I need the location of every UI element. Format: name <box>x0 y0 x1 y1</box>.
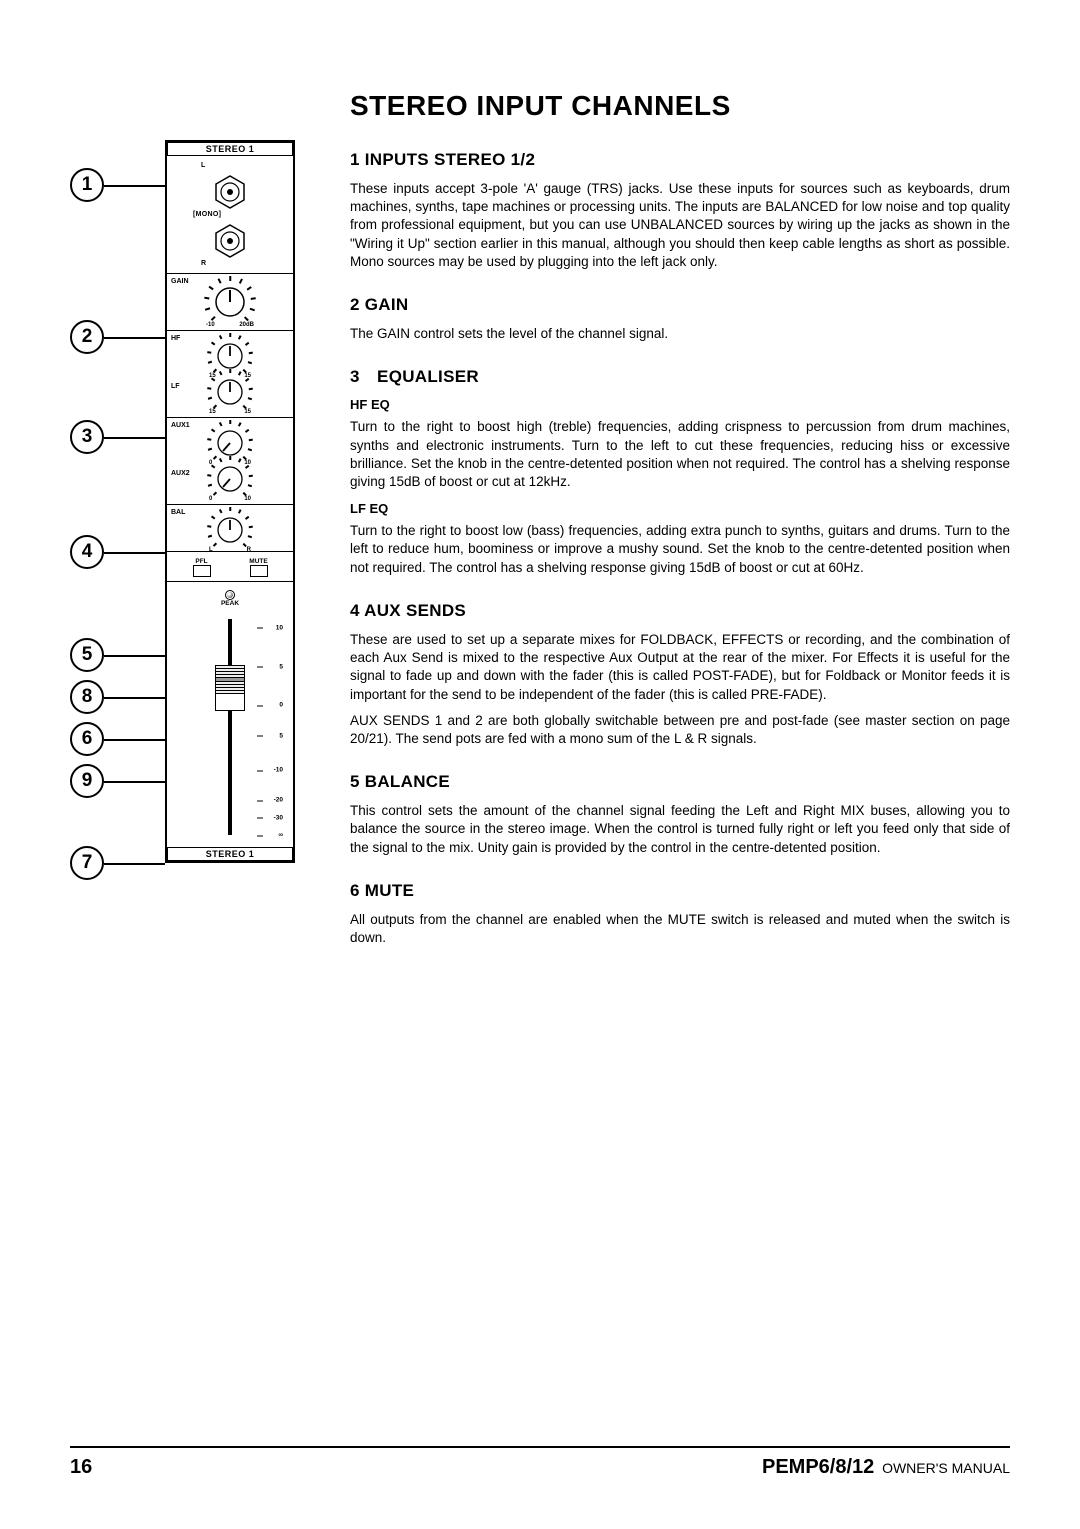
callout-3: 3 <box>70 420 104 454</box>
body-paragraph: All outputs from the channel are enabled… <box>350 911 1010 947</box>
callout-line <box>104 337 165 339</box>
callout-line <box>104 739 165 741</box>
fader-scale-mark: ∞ <box>278 832 283 839</box>
input-jack-r <box>213 224 247 258</box>
fader: 10 5 0 5 -10 -20 -30 ∞ <box>167 607 293 847</box>
aux2-knob: 0 10 <box>213 462 247 496</box>
gain-knob: -10 20dB <box>210 282 250 322</box>
callout-line <box>104 781 165 783</box>
aux1-label: AUX1 <box>171 422 190 429</box>
fader-scale-mark: -20 <box>274 797 283 804</box>
subsection-heading: LF EQ <box>350 501 1010 516</box>
section-heading: 3 EQUALISER <box>350 367 1010 387</box>
fader-scale-mark: -10 <box>274 767 283 774</box>
callout-line <box>104 697 165 699</box>
text-column: STEREO INPUT CHANNELS 1 INPUTS STEREO 1/… <box>350 90 1010 955</box>
body-paragraph: Turn to the right to boost low (bass) fr… <box>350 522 1010 577</box>
peak-label: PEAK <box>210 600 250 607</box>
body-paragraph: These are used to set up a separate mixe… <box>350 631 1010 704</box>
hf-knob: 15 15 <box>213 339 247 373</box>
callout-line <box>104 552 165 554</box>
mute-label: MUTE <box>239 558 279 565</box>
lf-knob: 15 15 <box>213 375 247 409</box>
body-paragraph: The GAIN control sets the level of the c… <box>350 325 1010 343</box>
footer-title: PEMP6/8/12 OWNER'S MANUAL <box>762 1456 1010 1479</box>
fader-scale-mark: 0 <box>279 702 283 709</box>
callout-line <box>104 437 165 439</box>
callout-9: 9 <box>70 764 104 798</box>
channel-panel: STEREO 1 L [MONO] R GAIN -10 <box>165 140 295 863</box>
callout-7: 7 <box>70 846 104 880</box>
section-heading: 4 AUX SENDS <box>350 601 1010 621</box>
panel-label-bottom: STEREO 1 <box>167 847 293 861</box>
callout-6: 6 <box>70 722 104 756</box>
body-paragraph: This control sets the amount of the chan… <box>350 802 1010 857</box>
aux2-label: AUX2 <box>171 470 190 477</box>
callout-line <box>104 655 165 657</box>
callout-line <box>104 185 165 187</box>
bal-knob: L R <box>213 513 247 547</box>
aux1-knob: 0 10 <box>213 426 247 460</box>
fader-scale-mark: 10 <box>276 624 283 631</box>
callout-2: 2 <box>70 320 104 354</box>
body-paragraph: Turn to the right to boost high (treble)… <box>350 418 1010 491</box>
gain-label: GAIN <box>171 278 189 285</box>
body-paragraph: AUX SENDS 1 and 2 are both globally swit… <box>350 712 1010 748</box>
pfl-label: PFL <box>182 558 222 565</box>
page-number: 16 <box>70 1456 92 1479</box>
callout-line <box>104 863 165 865</box>
section-heading: 5 BALANCE <box>350 772 1010 792</box>
peak-led <box>225 590 235 600</box>
callout-1: 1 <box>70 168 104 202</box>
fader-scale-mark: 5 <box>279 732 283 739</box>
bal-label: BAL <box>171 509 185 516</box>
channel-strip-diagram: 1 2 3 4 5 8 6 9 7 STEREO 1 L [MONO] R GAIN <box>70 90 310 955</box>
pfl-button <box>193 565 211 577</box>
content-area: 1 2 3 4 5 8 6 9 7 STEREO 1 L [MONO] R GAIN <box>70 90 1010 955</box>
section-heading: 2 GAIN <box>350 295 1010 315</box>
mute-button <box>250 565 268 577</box>
fader-scale-mark: 5 <box>279 663 283 670</box>
section-heading: 6 MUTE <box>350 881 1010 901</box>
callout-4: 4 <box>70 535 104 569</box>
jack-r-label: R <box>201 260 289 267</box>
fader-scale-mark: -30 <box>274 814 283 821</box>
callout-5: 5 <box>70 638 104 672</box>
jack-mono-label: [MONO] <box>193 211 289 218</box>
body-paragraph: These inputs accept 3-pole 'A' gauge (TR… <box>350 180 1010 271</box>
callout-8: 8 <box>70 680 104 714</box>
page-footer: 16 PEMP6/8/12 OWNER'S MANUAL <box>70 1446 1010 1479</box>
page-title: STEREO INPUT CHANNELS <box>350 90 1010 122</box>
panel-label-top: STEREO 1 <box>167 142 293 156</box>
lf-label: LF <box>171 383 180 390</box>
subsection-heading: HF EQ <box>350 397 1010 412</box>
jack-l-label: L <box>201 162 289 169</box>
hf-label: HF <box>171 335 180 342</box>
section-heading: 1 INPUTS STEREO 1/2 <box>350 150 1010 170</box>
input-jack-l <box>213 175 247 209</box>
